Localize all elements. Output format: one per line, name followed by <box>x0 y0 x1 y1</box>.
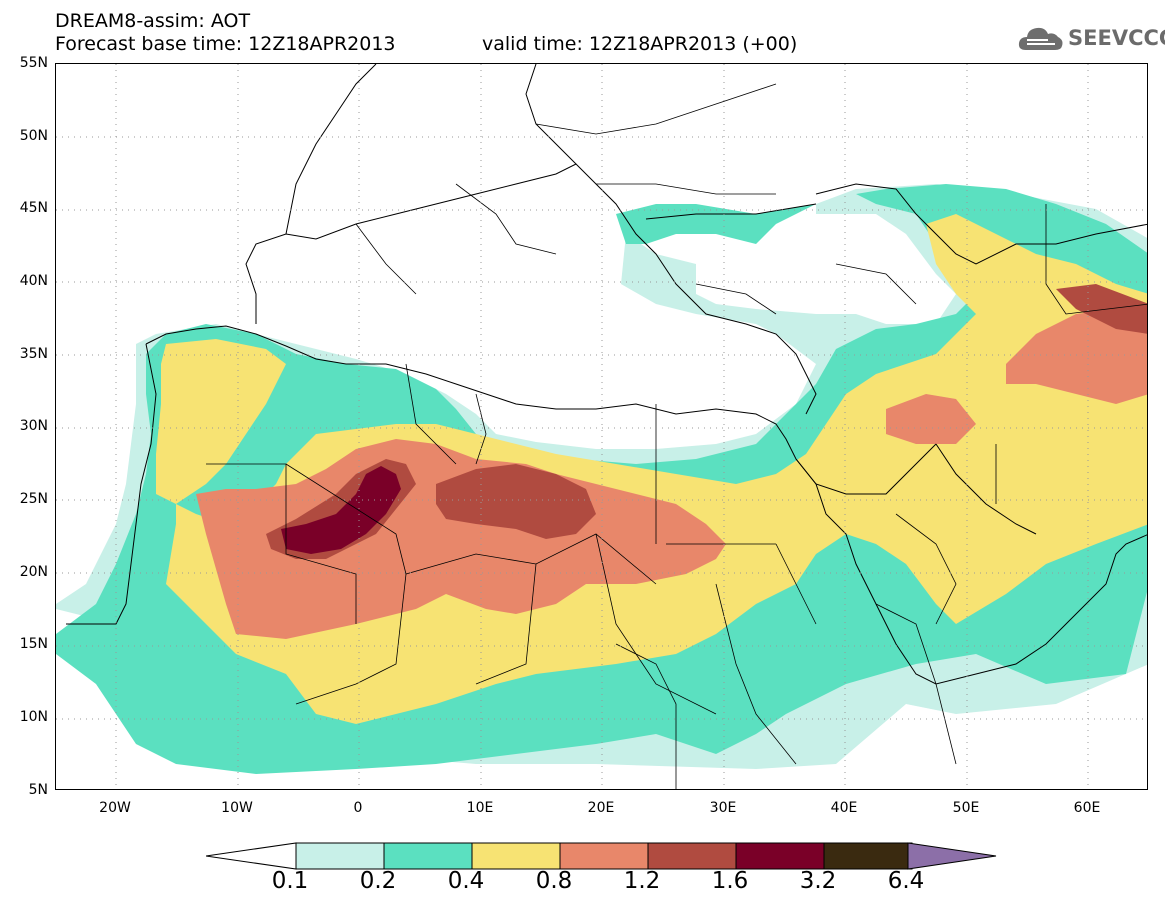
colorbar-label: 0.8 <box>535 868 573 894</box>
colorbar-label: 6.4 <box>887 868 925 894</box>
lat-label: 10N <box>19 709 48 725</box>
lon-label: 20E <box>587 800 615 816</box>
aot-colorbar <box>206 842 997 870</box>
colorbar-swatch <box>823 842 913 870</box>
colorbar-swatch <box>471 842 561 870</box>
forecast-base-time: Forecast base time: 12Z18APR2013 <box>55 33 396 55</box>
aot-map <box>56 64 1147 789</box>
map-panel <box>55 63 1148 790</box>
colorbar-swatch <box>735 842 825 870</box>
lon-label: 30E <box>709 800 737 816</box>
logo-text: SEEVCCC <box>1068 26 1165 50</box>
lon-label: 60E <box>1073 800 1101 816</box>
lon-label: 10E <box>466 800 494 816</box>
seevccc-logo: SEEVCCC <box>1018 22 1165 56</box>
lat-label: 5N <box>28 782 48 798</box>
lat-label: 40N <box>19 273 48 289</box>
cloud-icon <box>1018 27 1063 50</box>
lat-label: 45N <box>19 200 48 216</box>
aot-contour-0-8 <box>196 309 1147 639</box>
colorbar-label: 1.2 <box>623 868 661 894</box>
map-title: DREAM8-assim: AOT <box>55 10 251 32</box>
aot-contour-1-6 <box>281 466 401 554</box>
colorbar-swatch <box>647 842 737 870</box>
lon-label: 20W <box>99 800 131 816</box>
lat-label: 25N <box>19 491 48 507</box>
lat-label: 20N <box>19 564 48 580</box>
coastlines <box>66 64 1147 685</box>
colorbar-label: 0.4 <box>447 868 485 894</box>
colorbar-swatch <box>559 842 649 870</box>
colorbar-swatch <box>383 842 473 870</box>
colorbar-label: 3.2 <box>799 868 837 894</box>
colorbar-swatch <box>295 842 385 870</box>
lon-label: 40E <box>830 800 858 816</box>
lat-label: 15N <box>19 636 48 652</box>
colorbar-label: 0.2 <box>359 868 397 894</box>
lat-label: 50N <box>19 128 48 144</box>
colorbar-upper-arrow <box>907 842 997 870</box>
lat-label: 30N <box>19 418 48 434</box>
colorbar-lower-arrow <box>206 842 297 870</box>
lon-label: 10W <box>221 800 253 816</box>
lon-label: 50E <box>952 800 980 816</box>
lat-label: 55N <box>19 55 48 71</box>
grid-lines <box>56 64 1147 789</box>
lon-label: 0 <box>353 800 363 816</box>
valid-time: valid time: 12Z18APR2013 (+00) <box>482 33 798 55</box>
colorbar-label: 1.6 <box>711 868 749 894</box>
colorbar-label: 0.1 <box>271 868 309 894</box>
lat-label: 35N <box>19 346 48 362</box>
country-borders <box>206 83 1147 789</box>
